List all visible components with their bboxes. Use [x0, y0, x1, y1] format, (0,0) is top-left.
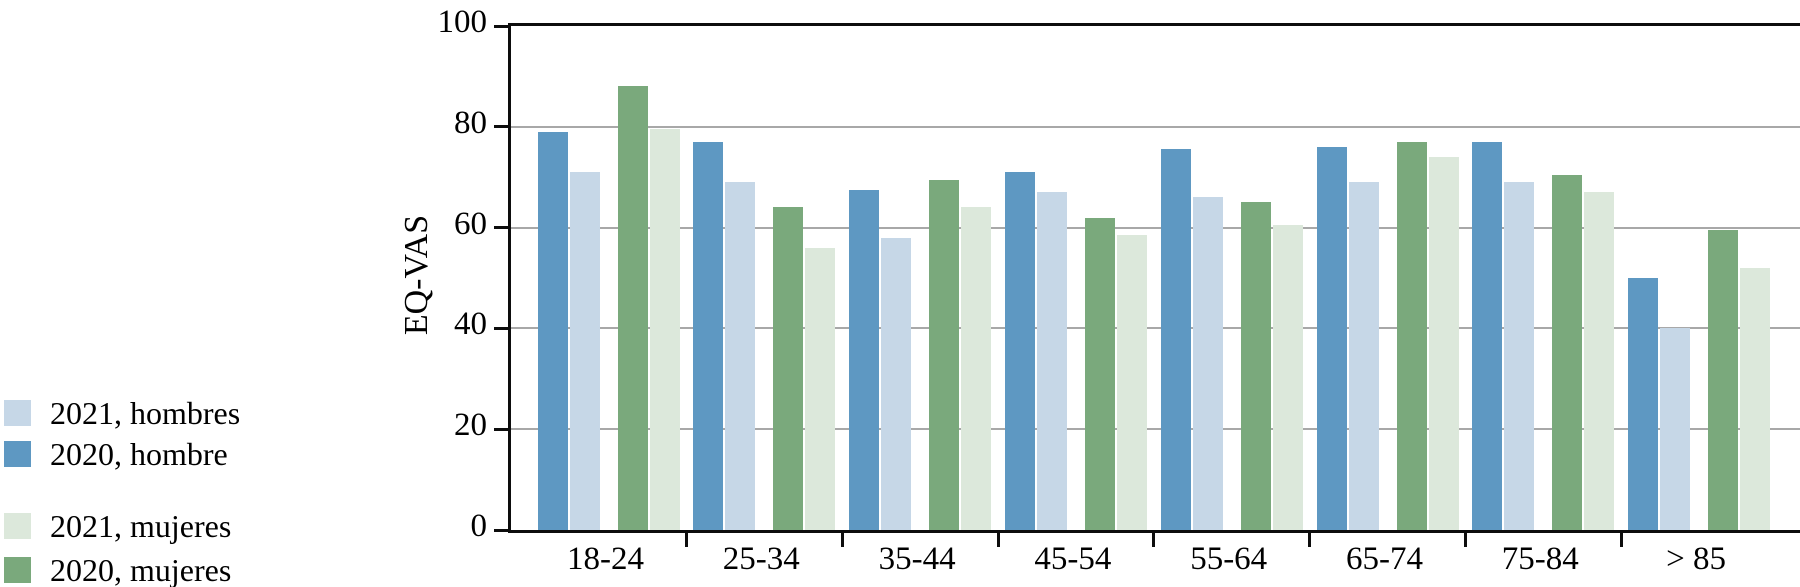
- x-tick-7: [1619, 533, 1623, 547]
- bar-55-64-2020-hombre: [1160, 149, 1191, 530]
- plot-area: [494, 23, 1800, 547]
- bar-35-44-2020-mujeres: [929, 179, 960, 530]
- bar-55-64-2020-mujeres: [1240, 202, 1271, 530]
- bar-18-24-2020-mujeres: [617, 86, 648, 530]
- bar-65-74-2020-mujeres: [1396, 141, 1427, 530]
- y-tick-40: [494, 326, 508, 330]
- bar-85-2021-mujeres: [1740, 267, 1771, 530]
- legend-item-2021-hombres: 2021, hombres: [4, 397, 240, 429]
- bar-65-74-2020-hombre: [1316, 146, 1347, 530]
- bar-25-34-2021-hombres: [725, 182, 756, 530]
- bar-45-54-2021-hombres: [1036, 192, 1067, 530]
- legend-item-2020-hombre: 2020, hombre: [4, 438, 240, 470]
- y-tick-label-80: 80: [454, 104, 487, 141]
- x-axis-labels: 18-24 25-34 35-44 45-54 55-64 65-74 75-84 > 85: [508, 541, 1797, 581]
- y-axis-tick-labels: 0 20 40 60 80 100: [360, 0, 488, 587]
- y-tick-60: [494, 226, 508, 230]
- legend-item-2020-mujeres: 2020, mujeres: [4, 554, 240, 586]
- legend: 2021, hombres 2020, hombre 2021, mujeres 20…: [4, 397, 240, 587]
- x-tick-4: [1152, 533, 1156, 547]
- y-tick-label-20: 20: [454, 407, 487, 444]
- x-label-55-64: 55-64: [1190, 541, 1268, 577]
- y-tick-label-0: 0: [470, 507, 488, 544]
- bar-75-84-2020-mujeres: [1552, 174, 1583, 530]
- y-tick-label-40: 40: [454, 306, 487, 343]
- bar-25-34-2021-mujeres: [805, 247, 836, 530]
- bar-85-2021-hombres: [1660, 328, 1691, 530]
- x-tick-6: [1463, 533, 1467, 547]
- gridline-y-40: [511, 327, 1800, 330]
- y-tick-20: [494, 427, 508, 431]
- y-tick-label-60: 60: [454, 205, 487, 242]
- legend-swatch-2021-mujeres: [4, 513, 31, 539]
- x-tick-1: [684, 533, 688, 547]
- x-label-85: > 85: [1666, 541, 1727, 577]
- x-label-25-34: 25-34: [722, 541, 800, 577]
- bar-85-2020-mujeres: [1708, 230, 1739, 530]
- x-label-65-74: 65-74: [1346, 541, 1423, 577]
- y-tick-0: [494, 528, 508, 532]
- bar-65-74-2021-hombres: [1348, 182, 1379, 530]
- bar-35-44-2021-mujeres: [961, 207, 992, 530]
- x-tick-2: [840, 533, 844, 547]
- x-label-45-54: 45-54: [1034, 541, 1112, 577]
- bar-45-54-2020-hombre: [1004, 172, 1035, 530]
- x-tick-3: [996, 533, 1000, 547]
- bar-55-64-2021-mujeres: [1272, 225, 1303, 530]
- legend-label-2020-hombre: 2020, hombre: [50, 436, 228, 472]
- bar-85-2020-hombre: [1628, 278, 1659, 530]
- x-label-18-24: 18-24: [567, 541, 644, 577]
- y-tick-label-100: 100: [437, 3, 488, 40]
- bar-75-84-2020-hombre: [1472, 141, 1503, 530]
- legend-item-2021-mujeres: 2021, mujeres: [4, 510, 240, 542]
- bar-18-24-2021-hombres: [569, 172, 600, 530]
- x-label-75-84: 75-84: [1501, 541, 1579, 577]
- bar-35-44-2021-hombres: [881, 237, 912, 530]
- x-label-35-44: 35-44: [878, 541, 956, 577]
- bar-35-44-2020-hombre: [849, 189, 880, 530]
- legend-swatch-2020-hombre: [4, 441, 31, 467]
- legend-label-2021-mujeres: 2021, mujeres: [50, 508, 232, 544]
- gridline-y-60: [511, 226, 1800, 229]
- y-tick-80: [494, 125, 508, 129]
- bar-75-84-2021-mujeres: [1584, 192, 1615, 530]
- bar-45-54-2021-mujeres: [1116, 235, 1147, 530]
- y-tick-100: [494, 24, 508, 28]
- legend-label-2021-hombres: 2021, hombres: [50, 395, 241, 431]
- legend-swatch-2021-hombres: [4, 400, 31, 426]
- bar-75-84-2021-hombres: [1504, 182, 1535, 530]
- legend-swatch-2020-mujeres: [4, 557, 31, 583]
- gridline-y-20: [511, 428, 1800, 431]
- bar-25-34-2020-mujeres: [773, 207, 804, 530]
- bar-45-54-2020-mujeres: [1084, 217, 1115, 530]
- bar-65-74-2021-mujeres: [1428, 157, 1459, 530]
- legend-label-2020-mujeres: 2020, mujeres: [50, 552, 232, 587]
- bar-55-64-2021-hombres: [1192, 197, 1223, 530]
- bar-18-24-2020-hombre: [537, 131, 568, 530]
- gridline-y-80: [511, 125, 1800, 128]
- x-tick-5: [1308, 533, 1312, 547]
- bar-18-24-2021-mujeres: [649, 129, 680, 530]
- bar-25-34-2020-hombre: [693, 141, 724, 530]
